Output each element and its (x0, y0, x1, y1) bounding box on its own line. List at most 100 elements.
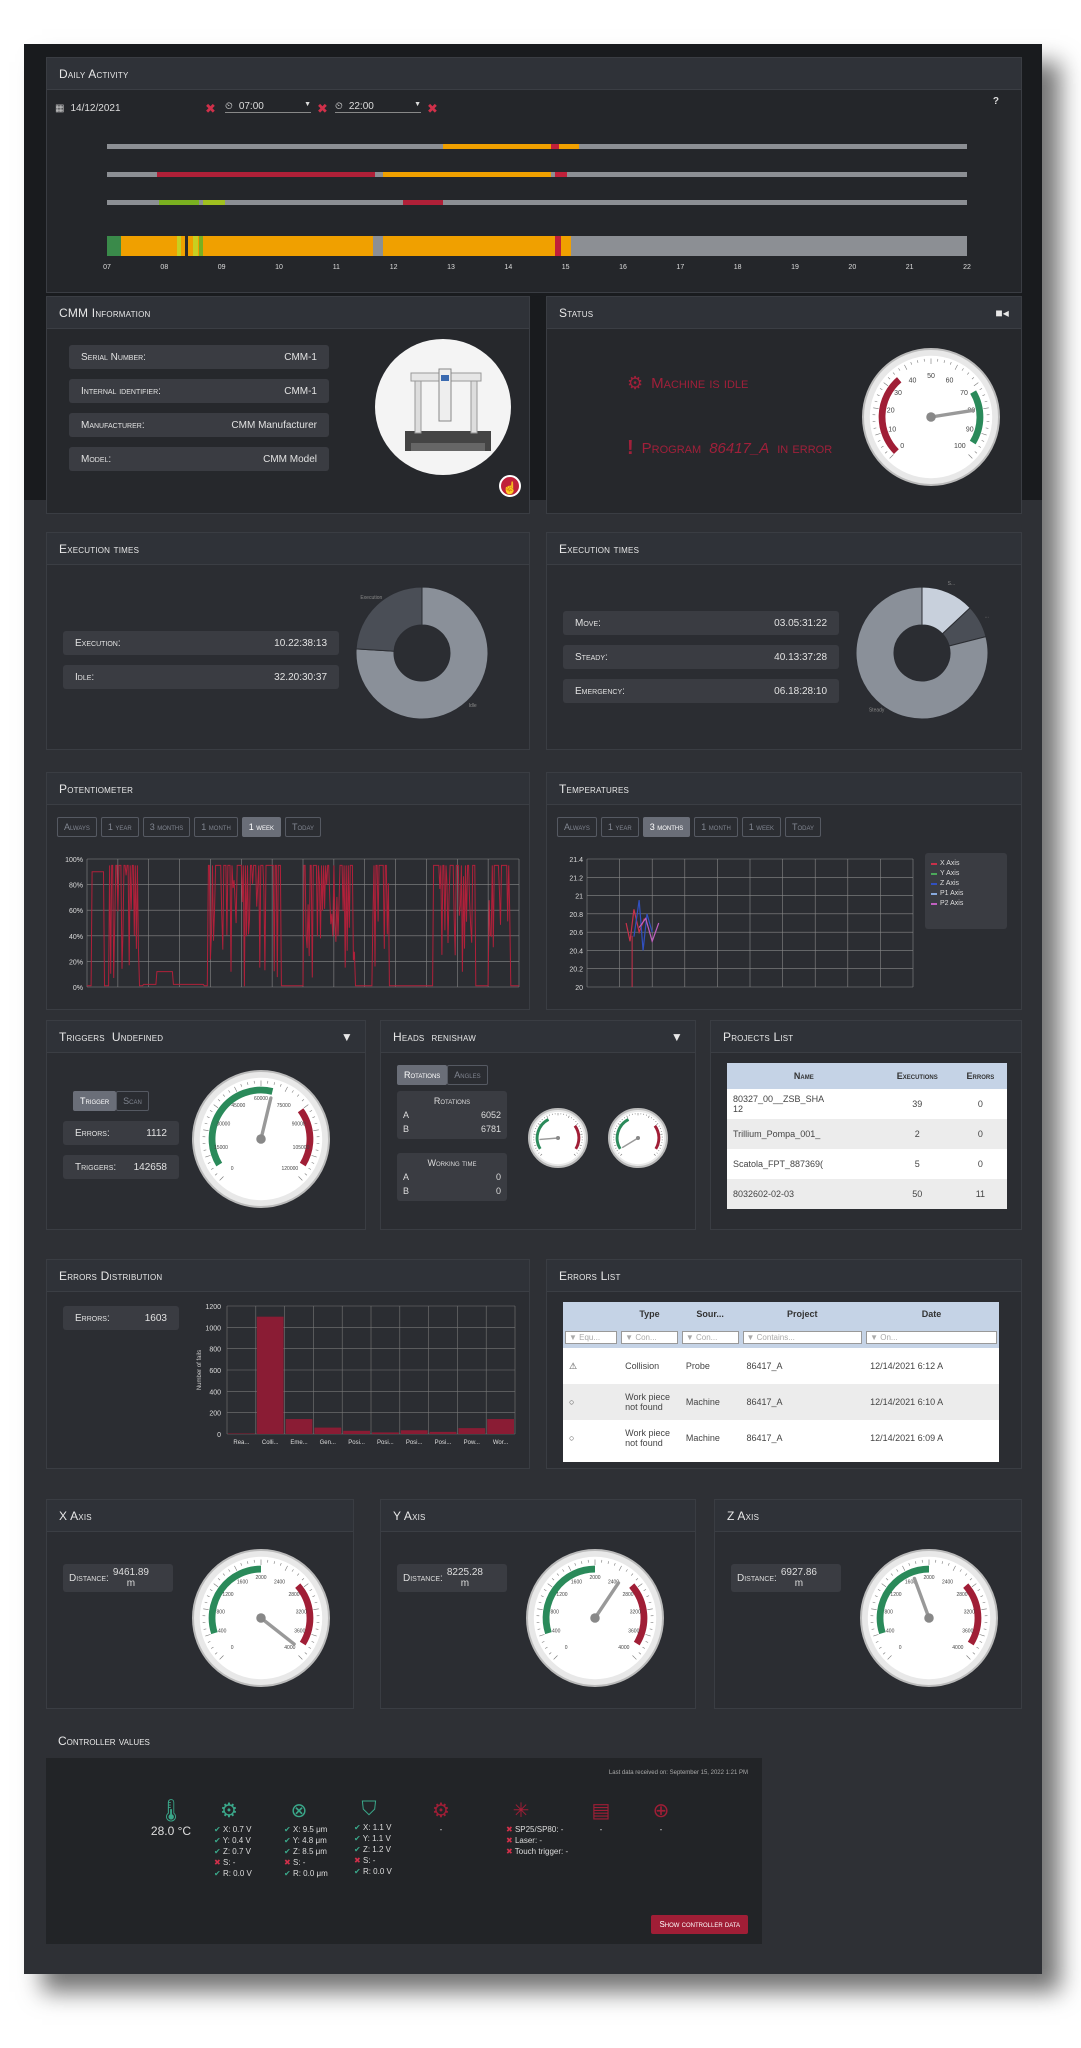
servo-group: ⚙ - (426, 1798, 456, 1834)
table-cell: 80327_00__ZSB_SHA 12 (733, 1094, 825, 1114)
legend-item[interactable]: X Axis (931, 860, 1001, 867)
table-cell: Machine (685, 1397, 720, 1407)
gauge-tick (207, 1641, 211, 1643)
x-tick-label: Colli... (262, 1440, 279, 1446)
column-header[interactable] (563, 1302, 619, 1326)
sensor-group-icon: ✳ (512, 1800, 530, 1822)
projects-list-title: Projects List (723, 1029, 794, 1044)
potentiometer-series (87, 864, 519, 987)
table-row[interactable]: Trillium_Pompa_001_ 2 0 (727, 1119, 1007, 1149)
triggers-count-value: 142658 (133, 1161, 167, 1173)
help-icon[interactable]: ? (992, 96, 999, 107)
legend-item[interactable]: P2 Axis (931, 900, 1001, 907)
column-filter[interactable]: ▼ Con... (681, 1330, 739, 1344)
range-tab[interactable]: 1 week (241, 817, 281, 837)
rotation-a-label: A (403, 1110, 410, 1120)
tab-angles[interactable]: Angles (447, 1065, 488, 1085)
filter-icon[interactable]: ▼ (670, 1029, 683, 1044)
range-tab[interactable]: 1 year (600, 817, 639, 837)
time-to-field[interactable]: ⏲ 22:00 ▼ (335, 101, 421, 113)
tab-trigger[interactable]: Trigger (73, 1091, 117, 1111)
timeline-hour-label: 10 (275, 264, 283, 271)
column-header[interactable]: Sour... (696, 1309, 724, 1319)
timeline-hour-label: 21 (906, 264, 914, 271)
shield-voltage-group: ⛉ ✔ X: 1.1 V ✔ Y: 1.1 V ✔ Z: 1.2 V ✖ S: - ✔ R… (354, 1798, 392, 1876)
y-tick-label: 21.2 (569, 875, 583, 882)
check-icon: ✔ (284, 1836, 291, 1845)
table-row[interactable]: ○ Work piece not found Machine 86417_A 12/14… (563, 1420, 999, 1456)
column-header[interactable]: Type (639, 1309, 660, 1319)
tab-scan[interactable]: Scan (116, 1091, 149, 1111)
table-cell: ○ (569, 1433, 575, 1443)
gauge-tick (979, 388, 983, 391)
table-row[interactable]: 80327_00__ZSB_SHA 12 39 0 (727, 1089, 1007, 1119)
table-row[interactable]: ○ Work piece not found Machine 86417_A 12/14… (563, 1384, 999, 1420)
range-tab[interactable]: 1 month (694, 817, 738, 837)
axis-distance-row: Distance: 9461.89 m (63, 1564, 173, 1592)
controller-value: Y: 0.4 V (222, 1836, 251, 1845)
gauge-tick (659, 1144, 662, 1146)
legend-item[interactable]: P1 Axis (931, 890, 1001, 897)
table-row[interactable]: 8032602-02-03 50 11 (727, 1179, 1007, 1209)
column-header[interactable]: Name (793, 1071, 814, 1081)
range-tab[interactable]: 3 months (142, 817, 191, 837)
gauge-needle (259, 1096, 273, 1141)
gauge-tick (873, 407, 879, 409)
errors-total-value: 1603 (144, 1312, 167, 1324)
gauge-tick (273, 1561, 275, 1564)
clear-from-icon[interactable]: ✖ (317, 101, 328, 116)
date-picker[interactable]: ▦ 14/12/2021 (55, 103, 121, 114)
gauge-tick (247, 1561, 249, 1564)
triggers-count-label: Triggers: (75, 1161, 117, 1173)
column-filter[interactable]: ▼ Con... (621, 1330, 678, 1344)
column-filter[interactable]: ▼ On... (866, 1330, 997, 1344)
idle-value: 32.20:30:37 (274, 671, 327, 683)
gauge-tick (904, 364, 908, 370)
legend-item[interactable]: Y Axis (931, 870, 1001, 877)
gauge-tick (978, 445, 982, 448)
range-tab[interactable]: 3 months (642, 817, 691, 837)
legend-swatch (931, 902, 937, 905)
legend-item[interactable]: Z Axis (931, 880, 1001, 887)
tab-rotations[interactable]: Rotations (397, 1065, 448, 1085)
table-row[interactable]: ⚠ Collision Probe 86417_A 12/14/2021 6:12 A (563, 1348, 999, 1384)
column-header[interactable]: Errors (966, 1071, 995, 1081)
range-tab[interactable]: 1 month (194, 817, 238, 837)
column-header[interactable]: Executions (896, 1071, 938, 1081)
errors-distribution-panel: Errors Distribution Errors: 1603 0 200 400 6… (46, 1259, 530, 1469)
time-from-field[interactable]: ⏲ 07:00 ▼ (225, 101, 311, 113)
gauge-tick (981, 1608, 987, 1610)
touch-button[interactable]: ☝ (499, 475, 521, 497)
cmm-field-label: Serial Number: (81, 351, 146, 363)
gauge-tick (984, 400, 988, 403)
activity-timeline: 07 08 09 10 11 12 13 14 15 16 17 18 19 20 21 22 (103, 144, 971, 271)
column-header[interactable]: Project (787, 1309, 818, 1319)
camera-icon[interactable]: ■◂ (995, 305, 1009, 320)
triggers-panel: Triggers Undefined ▼ Trigger Scan Errors: 1… (46, 1020, 366, 1230)
execution-donut-2: S...... Steady (855, 581, 989, 720)
gauge-band (297, 1108, 314, 1167)
range-tab[interactable]: Today (784, 817, 822, 837)
clear-date-icon[interactable]: ✖ (205, 101, 216, 116)
table-cell: Work piece not found (625, 1392, 671, 1412)
gauge-band (208, 1565, 262, 1635)
table-cell: 12/14/2021 6:09 A (870, 1433, 944, 1443)
range-tab[interactable]: 1 year (100, 817, 139, 837)
range-tab[interactable]: Always (57, 817, 97, 837)
table-row[interactable]: Scatola_FPT_887369(5 0 (727, 1149, 1007, 1179)
column-filter[interactable]: ▼ Contains... (742, 1330, 863, 1344)
range-tab[interactable]: 1 week (741, 817, 781, 837)
clear-to-icon[interactable]: ✖ (427, 101, 438, 116)
axis-distance-value: 8225.28 (446, 1567, 483, 1578)
column-header[interactable]: Date (921, 1309, 942, 1319)
filter-placeholder: Equ... (579, 1332, 601, 1342)
x-tick-label: Posi... (377, 1440, 394, 1446)
gauge-tick (309, 1589, 313, 1592)
column-filter[interactable]: ▼ Equ... (565, 1330, 618, 1344)
range-tab[interactable]: Today (284, 817, 322, 837)
filter-icon[interactable]: ▼ (340, 1029, 353, 1044)
range-tab[interactable]: Always (557, 817, 597, 837)
show-controller-data-button[interactable]: Show controller data (651, 1915, 748, 1934)
gauge-tick (209, 1589, 213, 1592)
gauge-tick (872, 1601, 876, 1604)
